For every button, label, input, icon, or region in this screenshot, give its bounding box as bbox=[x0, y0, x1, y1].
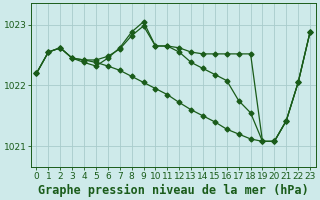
X-axis label: Graphe pression niveau de la mer (hPa): Graphe pression niveau de la mer (hPa) bbox=[38, 183, 308, 197]
